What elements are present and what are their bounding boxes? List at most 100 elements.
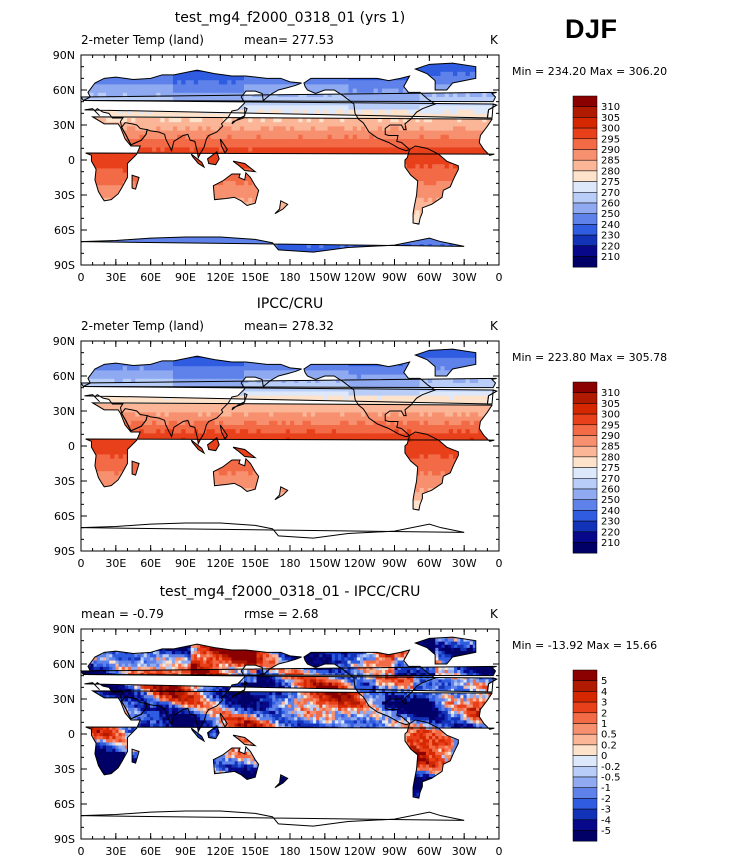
y-tick-label: 0	[68, 154, 75, 167]
colorbar-swatch	[572, 170, 598, 182]
y-tick-label: 90S	[54, 833, 75, 846]
x-tick-label: 120E	[206, 557, 234, 570]
y-tick-label: 30S	[54, 475, 75, 488]
colorbar-swatch	[572, 149, 598, 161]
x-tick-label: 60W	[417, 557, 442, 570]
colorbar-swatch	[572, 776, 598, 788]
x-tick-label: 180	[280, 557, 301, 570]
map-panel-3: test_mg4_f2000_0318_01 - IPCC/CRU mean = …	[53, 584, 657, 858]
coastline-australia	[212, 171, 260, 207]
coastline-australia	[212, 745, 260, 781]
colorbar-swatch	[572, 117, 598, 129]
x-tick-label: 90E	[175, 845, 196, 858]
x-tick-label: 150W	[309, 845, 341, 858]
colorbar-label: 285	[601, 442, 620, 453]
coastline-namerica	[303, 361, 437, 438]
colorbar-label: 285	[601, 156, 620, 167]
colorbar: 3103053002952902852802752702602502402302…	[572, 381, 620, 554]
colorbar-swatch	[572, 181, 598, 193]
colorbar-label: 220	[601, 241, 620, 252]
y-tick-label: 60S	[54, 224, 75, 237]
coastline-antarctica	[80, 522, 465, 539]
colorbar-swatch	[572, 701, 598, 714]
colorbar-swatch	[572, 392, 598, 404]
colorbar-label: 290	[601, 431, 620, 442]
y-tick-label: 0	[68, 440, 75, 453]
coastline-samerica	[404, 431, 459, 511]
coastline-greenland	[413, 348, 477, 377]
coastlines	[80, 62, 498, 253]
colorbar-swatch	[572, 819, 598, 831]
colorbar-label: 0	[601, 751, 607, 762]
panel-units-label: K	[490, 607, 499, 621]
x-tick-label: 90W	[382, 271, 407, 284]
colorbar-label: -3	[601, 805, 611, 816]
colorbar-label: -1	[601, 783, 611, 794]
coastline-arabia	[121, 408, 148, 432]
colorbar-swatch	[572, 95, 598, 107]
colorbar-swatch	[572, 403, 598, 415]
coastline-philippines	[219, 138, 228, 154]
colorbar-swatch	[572, 478, 598, 490]
x-tick-label: 150E	[241, 845, 269, 858]
x-tick-label: 30W	[452, 557, 477, 570]
coastline-sumatra	[190, 439, 206, 455]
coastline-australia	[212, 457, 260, 493]
x-tick-label: 0	[496, 557, 503, 570]
colorbar-swatch	[572, 542, 598, 554]
colorbar-label: 230	[601, 517, 620, 528]
x-tick-label: 60E	[140, 557, 161, 570]
coastline-sumatra	[190, 153, 206, 169]
colorbar-label: 3	[601, 698, 607, 709]
colorbar-label: 260	[601, 485, 620, 496]
colorbar-label: -0.5	[601, 773, 621, 784]
colorbar-swatch	[572, 159, 598, 172]
colorbar-swatch	[572, 830, 598, 842]
colorbar-swatch	[572, 744, 598, 756]
colorbar-swatch	[572, 755, 598, 767]
colorbar-label: 305	[601, 113, 620, 124]
x-tick-label: 120W	[344, 271, 376, 284]
colorbar-swatch	[572, 499, 598, 511]
colorbar-label: 280	[601, 166, 620, 177]
y-tick-label: 60S	[54, 510, 75, 523]
colorbar-label: 4	[601, 687, 607, 698]
panel-center-label: mean= 277.53	[244, 33, 334, 47]
x-tick-label: 180	[280, 271, 301, 284]
x-tick-label: 60E	[140, 271, 161, 284]
x-tick-label: 0	[496, 271, 503, 284]
coastline-newguinea	[232, 446, 257, 459]
colorbar-label: 230	[601, 231, 620, 242]
colorbar-label: 300	[601, 410, 620, 421]
map-panel-1: test_mg4_f2000_0318_01 (yrs 1) 2-meter Te…	[53, 10, 667, 284]
colorbar-label: 270	[601, 474, 620, 485]
colorbar-label: 270	[601, 188, 620, 199]
colorbar-swatch	[572, 723, 598, 735]
coastline-arabia	[121, 696, 148, 720]
colorbar-swatch	[572, 680, 598, 692]
panel-left-label: mean = -0.79	[81, 607, 164, 621]
colorbar-label: 1	[601, 719, 607, 730]
coastline-newguinea	[232, 734, 257, 747]
colorbar-swatch	[572, 234, 598, 247]
colorbar-label: 295	[601, 134, 620, 145]
coastline-borneo	[206, 151, 220, 166]
x-tick-label: 180	[280, 845, 301, 858]
x-tick-label: 90W	[382, 557, 407, 570]
coastline-madagascar	[131, 460, 140, 476]
coastline-eurasia	[83, 355, 498, 446]
coastlines	[80, 636, 498, 827]
colorbar-swatch	[572, 798, 598, 810]
colorbar-label: 305	[601, 399, 620, 410]
x-tick-label: 0	[78, 845, 85, 858]
colorbar-label: 275	[601, 463, 620, 474]
y-tick-label: 30S	[54, 763, 75, 776]
x-tick-label: 90W	[382, 845, 407, 858]
y-tick-label: 90N	[53, 49, 75, 62]
x-tick-label: 30W	[452, 845, 477, 858]
colorbar-label: 275	[601, 177, 620, 188]
y-tick-label: 60S	[54, 798, 75, 811]
coastline-madagascar	[131, 748, 140, 764]
y-tick-label: 30N	[53, 119, 75, 132]
colorbar-swatch	[572, 245, 598, 257]
